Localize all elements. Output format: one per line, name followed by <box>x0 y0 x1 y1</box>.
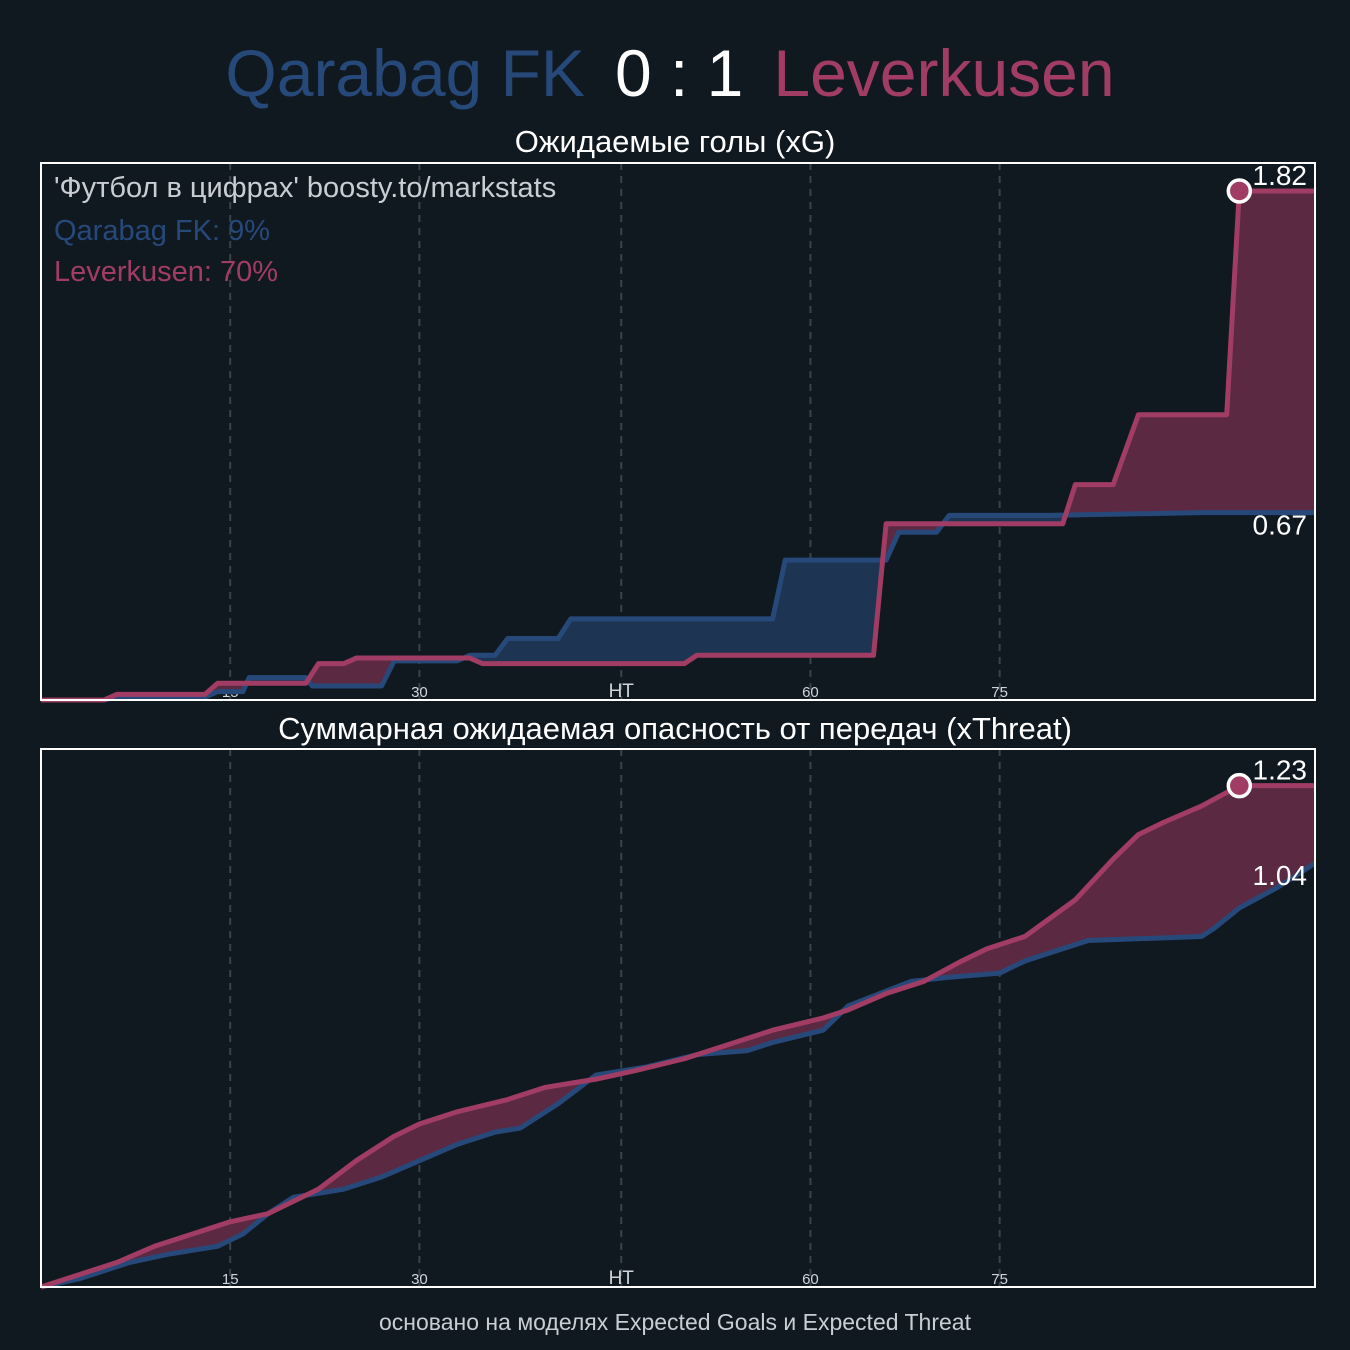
footer-note: основано на моделях Expected Goals и Exp… <box>379 1309 972 1335</box>
panel-title: Суммарная ожидаемая опасность от передач… <box>278 711 1072 746</box>
x-tick-label: 60 <box>802 684 819 701</box>
away-series-line <box>40 783 1315 1290</box>
x-tick-label: HT <box>609 1268 635 1289</box>
away-series-line <box>41 188 1315 703</box>
goal-marker <box>1226 178 1253 204</box>
x-tick-label: HT <box>609 681 635 702</box>
home-team-name: Qarabag FK <box>225 36 585 110</box>
plot-frame <box>40 162 1316 701</box>
x-tick-label: 15 <box>222 1271 239 1288</box>
away-win-probability: Leverkusen: 70% <box>54 256 278 288</box>
away-final-value: 1.82 <box>1253 160 1308 191</box>
plot-frame <box>40 748 1316 1288</box>
x-tick-label: 75 <box>991 1271 1008 1288</box>
legend: 'Футбол в цифрах' boosty.to/markstats Qa… <box>54 172 556 288</box>
source-credit: 'Футбол в цифрах' boosty.to/markstats <box>54 172 556 204</box>
goal-marker <box>1226 772 1253 799</box>
home-series-line <box>40 861 1317 1290</box>
away-advantage-area <box>41 785 1315 1287</box>
home-final-value: 0.67 <box>1253 510 1308 541</box>
match-score: 0 : 1 <box>615 36 743 110</box>
xg-panel: Ожидаемые голы (xG)15 30 HT 60 750.671.82 <box>40 124 1316 703</box>
x-tick-label: 60 <box>802 1271 819 1288</box>
home-final-value: 1.04 <box>1253 860 1308 891</box>
away-final-value: 1.23 <box>1253 755 1308 786</box>
home-series-line <box>41 510 1315 703</box>
home-win-probability: Qarabag FK: 9% <box>54 215 270 247</box>
away-team-name: Leverkusen <box>773 36 1114 110</box>
match-title: Qarabag FK 0 : 1 Leverkusen <box>225 36 1114 110</box>
x-tick-label: 30 <box>411 1271 428 1288</box>
xthreat-panel: Суммарная ожидаемая опасность от передач… <box>40 711 1317 1290</box>
panel-title: Ожидаемые голы (xG) <box>515 124 836 159</box>
x-tick-label: 30 <box>411 684 428 701</box>
x-tick-label: 75 <box>991 684 1008 701</box>
